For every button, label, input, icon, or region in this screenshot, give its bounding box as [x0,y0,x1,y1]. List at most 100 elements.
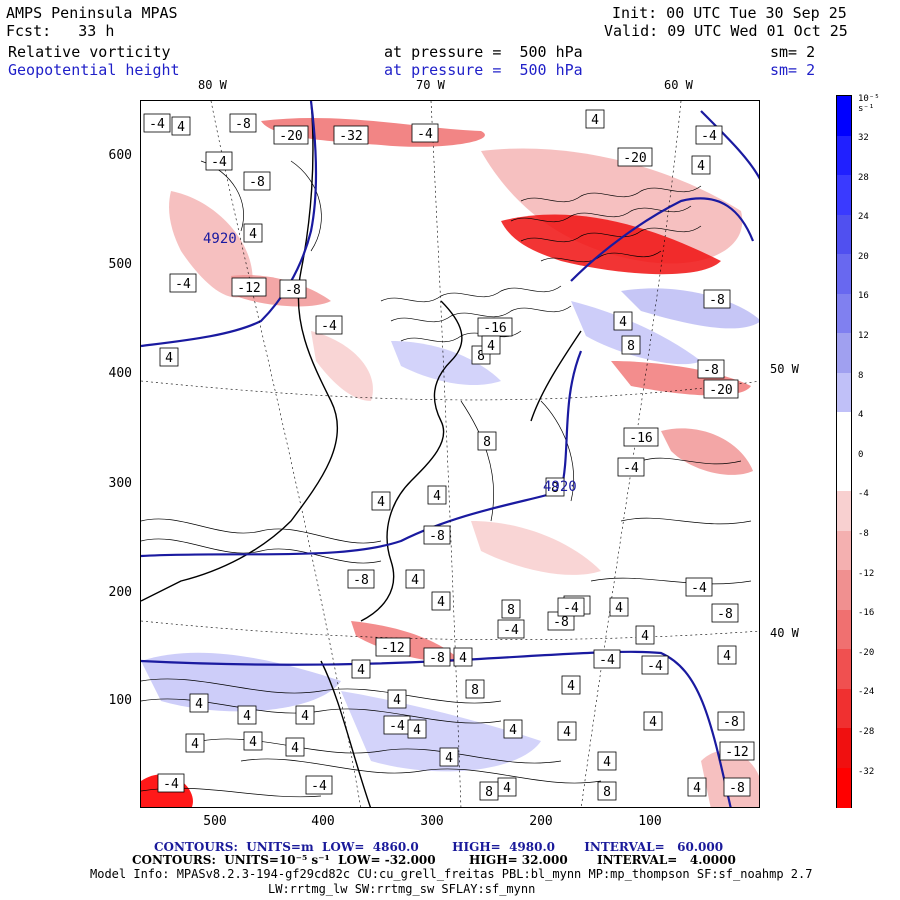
svg-text:8: 8 [477,349,485,364]
colorbar-segment [837,214,851,255]
contour-value-label: 4 [351,659,371,679]
x-tick-label: 100 [638,814,662,829]
y-tick-label: 200 [108,585,132,600]
svg-text:-4: -4 [563,601,579,616]
x-tick-label: 400 [311,814,335,829]
svg-text:-4: -4 [417,127,433,142]
contour-value-label: -8 [717,711,745,731]
contour-value-label: 4 [687,777,707,797]
contour-value-label: -8 [279,279,307,299]
contour-value-label: 4 [561,675,581,695]
colorbar-tick-label: -24 [858,687,875,698]
contour-value-label: 4 [585,109,605,129]
svg-text:-20: -20 [279,129,302,144]
contour-value-label: 4 [691,155,711,175]
svg-text:-4: -4 [623,461,639,476]
contour-value-label: 4 [185,733,205,753]
colorbar-tick-label: 12 [858,331,869,341]
svg-text:4: 4 [377,495,385,510]
svg-text:4: 4 [445,751,453,766]
contour-value-label: -4 [143,113,171,133]
contour-value-label: 4 [557,721,577,741]
colorbar-segment [837,451,851,492]
colorbar-segment [837,412,851,452]
svg-text:-4: -4 [691,581,707,596]
model-title: AMPS Peninsula MPAS [6,4,178,22]
colorbar-segment [837,175,851,215]
contour-label-layer: -4 4 -8-20 -32 -44-20-44-4-84-4 -12 -8-4-8-16 4… [143,109,755,801]
colorbar-segment [837,609,851,650]
svg-text:-12: -12 [381,641,404,656]
height-contour-info: CONTOURS: UNITS=m LOW= 4860.0 HIGH= 4980… [154,840,724,854]
svg-text:-4: -4 [389,719,405,734]
contour-value-label: -8 [229,113,257,133]
height-contour-label: 4920 [543,479,577,495]
contour-value-label: -4 [557,597,585,617]
colorbar-tick-label: 32 [858,133,869,143]
contour-value-label: -4 [305,775,333,795]
colorbar-unit: 10⁻⁵ s⁻¹ [858,94,880,114]
contour-value-label: 4 [717,645,737,665]
height-label-layer: 4920 4920 [203,231,577,495]
contour-value-label: 4 [439,747,459,767]
svg-text:8: 8 [507,603,515,618]
contour-value-label: -32 [333,125,369,145]
svg-text:4: 4 [459,651,467,666]
map-plot: -4 4 -8 -20 -32 -4 4 -20 -4 4 -4 -8 4 -4 -12 -8 -4 -8 -16 4… [140,100,760,808]
svg-text:-8: -8 [723,715,739,730]
svg-text:-12: -12 [237,281,260,296]
contour-value-label: 4 [453,647,473,667]
contour-value-label: 4 [243,731,263,751]
colorbar-segment [837,333,851,373]
svg-text:4: 4 [291,741,299,756]
contour-value-label: -8 [423,647,451,667]
valid-time: Valid: 09 UTC Wed 01 Oct 25 [604,22,848,40]
svg-text:8: 8 [485,785,493,800]
svg-text:-8: -8 [235,117,251,132]
field1-name: Relative vorticity [8,43,171,61]
svg-text:4: 4 [509,723,517,738]
contour-value-label: 4 [189,693,209,713]
field2-name: Geopotential height [8,61,180,79]
contour-value-label: 8 [545,477,565,497]
init-time: Init: 00 UTC Tue 30 Sep 25 [612,4,847,22]
y-tick-label: 300 [108,476,132,491]
colorbar-tick-label: 4 [858,410,864,421]
contour-value-label: -20 [703,379,739,399]
vorticity-contour-info: CONTOURS: UNITS=10⁻⁵ s⁻¹ LOW= -32.000 HI… [132,853,736,867]
contour-value-label: 4 [431,591,451,611]
contour-value-label: 4 [237,705,257,725]
field2-pressure: at pressure = 500 hPa [384,61,583,79]
contour-value-label: 4 [295,705,315,725]
svg-text:4: 4 [697,159,705,174]
svg-text:-4: -4 [149,117,165,132]
svg-text:-4: -4 [647,659,663,674]
svg-text:-4: -4 [599,653,615,668]
svg-text:4: 4 [503,781,511,796]
svg-text:-32: -32 [339,129,362,144]
svg-text:4: 4 [413,723,421,738]
svg-text:4: 4 [177,120,185,135]
svg-text:-4: -4 [311,779,327,794]
svg-text:-8: -8 [703,363,719,378]
svg-text:-16: -16 [483,321,506,336]
x-tick-label: 200 [529,814,553,829]
svg-text:4: 4 [619,315,627,330]
field2-smoothing: sm= 2 [770,61,816,79]
colorbar-segment [837,96,851,136]
svg-text:-8: -8 [285,283,301,298]
contour-value-label: -16 [477,317,513,337]
contour-value-label: -4 [169,273,197,293]
svg-text:4: 4 [301,709,309,724]
y-tick-label: 500 [108,257,132,272]
svg-text:-8: -8 [553,615,569,630]
model-info: Model Info: MPASv8.2.3-194-gf29cd82c CU:… [90,867,813,881]
coastline [141,101,582,807]
svg-text:4: 4 [243,709,251,724]
colorbar-tick-label: 28 [858,172,869,183]
colorbar-segment [837,135,851,176]
contour-value-label: 4 [171,116,191,136]
contour-value-label: -4 [157,773,185,793]
svg-text:4: 4 [165,351,173,366]
contour-value-label: 4 [613,311,633,331]
